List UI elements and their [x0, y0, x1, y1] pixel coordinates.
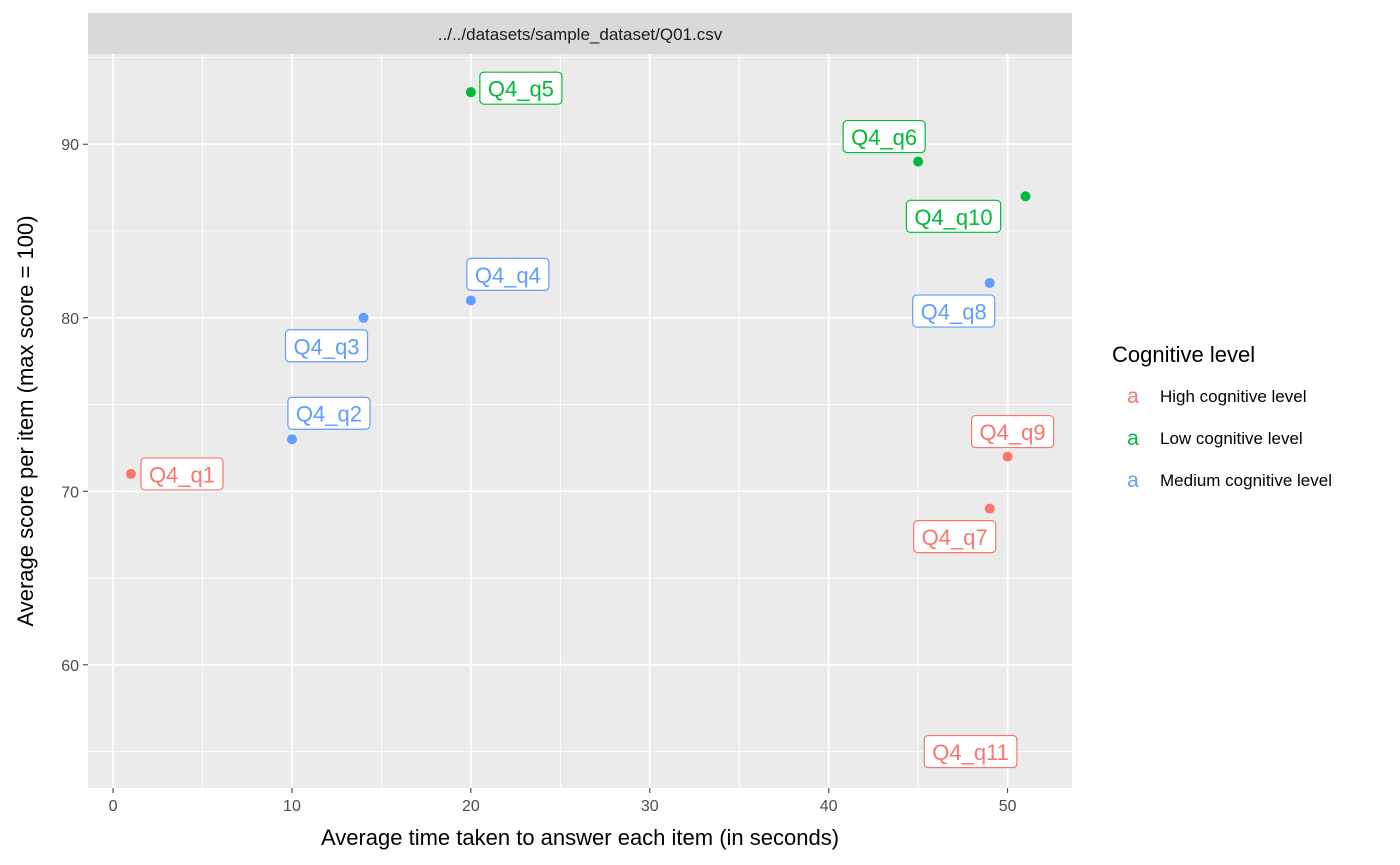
x-axis-title: Average time taken to answer each item (…	[321, 825, 839, 850]
point-label: Q4_q7	[922, 525, 988, 550]
y-tick-label: 70	[61, 484, 79, 501]
x-tick-label: 30	[641, 798, 659, 815]
x-tick-label: 40	[820, 798, 838, 815]
legend-title: Cognitive level	[1112, 342, 1255, 367]
y-axis-ticks: 60 70 80 90	[61, 137, 88, 675]
point-label-group: Q4_q6	[842, 119, 926, 154]
point-label-group: Q4_q11	[923, 734, 1018, 769]
facet-strip	[88, 13, 1072, 54]
point-label-box	[466, 257, 550, 292]
point-label-group: Q4_q10	[905, 199, 1002, 233]
point-label: Q4_q1	[149, 462, 215, 487]
point-label-group: Q4_q1	[140, 457, 224, 491]
data-point	[125, 468, 136, 479]
point-label-group: Q4_q9	[970, 414, 1055, 449]
point-label: Q4_q11	[932, 740, 1009, 765]
facet-title: ../../datasets/sample_dataset/Q01.csv	[438, 25, 723, 44]
point-label-group: Q4_q2	[287, 396, 371, 430]
point-label-box	[287, 396, 371, 430]
point-label-group: Q4_q8	[912, 294, 996, 328]
point-label-box	[912, 294, 996, 328]
data-point	[984, 278, 995, 289]
point-label: Q4_q5	[488, 77, 554, 102]
point-label-box	[284, 329, 369, 363]
x-tick-label: 50	[999, 798, 1017, 815]
point-label-group: Q4_q4	[466, 257, 550, 292]
point-label-box	[842, 119, 926, 154]
x-axis-ticks: 0 10 20 30 40 50	[109, 788, 1017, 815]
point-label: Q4_q9	[980, 420, 1046, 445]
y-axis-title: Average score per item (max score = 100)	[13, 215, 38, 626]
point-label-box	[479, 71, 563, 105]
legend-label: Medium cognitive level	[1160, 471, 1332, 490]
point-label-box	[970, 414, 1055, 449]
point-label-box	[913, 520, 997, 554]
minor-gridlines	[88, 54, 1072, 788]
point-label-box	[923, 734, 1018, 769]
panel-background	[88, 54, 1072, 788]
point-label: Q4_q8	[921, 300, 987, 325]
y-tick-label: 90	[61, 137, 79, 154]
data-point	[1002, 451, 1013, 462]
y-tick-label: 60	[61, 658, 79, 675]
point-label-box	[905, 199, 1002, 233]
point-labels: Q4_q1 Q4_q7 Q4_q9 Q4_q11 Q4_q5 Q4_q6 Q4_q10 Q4_…	[140, 71, 1055, 769]
legend-key: a	[1127, 385, 1139, 408]
data-point	[358, 312, 369, 323]
y-tick-label: 80	[61, 311, 79, 328]
point-label: Q4_q10	[914, 205, 992, 230]
data-point	[465, 87, 476, 98]
data-point	[984, 503, 995, 514]
point-label: Q4_q4	[475, 263, 541, 288]
point-label-group: Q4_q7	[913, 520, 997, 554]
point-label: Q4_q2	[296, 402, 362, 427]
point-label: Q4_q3	[293, 334, 359, 359]
data-point	[465, 295, 476, 306]
point-label-box	[140, 457, 224, 491]
legend-key: a	[1127, 427, 1139, 450]
x-tick-label: 0	[109, 798, 118, 815]
legend-label: High cognitive level	[1160, 387, 1306, 406]
data-point	[1020, 191, 1031, 202]
point-label-group: Q4_q5	[479, 71, 563, 105]
point-label-group: Q4_q3	[284, 329, 369, 363]
x-tick-label: 20	[462, 798, 480, 815]
point-label: Q4_q6	[851, 125, 917, 150]
x-tick-label: 10	[283, 798, 301, 815]
legend-key: a	[1127, 469, 1139, 492]
legend-items: a High cognitive level a Low cognitive leve…	[1127, 385, 1332, 492]
data-point	[286, 434, 297, 445]
legend-label: Low cognitive level	[1160, 429, 1303, 448]
legend: Cognitive level a High cognitive level a Lo…	[1112, 342, 1332, 492]
data-point	[913, 156, 924, 167]
